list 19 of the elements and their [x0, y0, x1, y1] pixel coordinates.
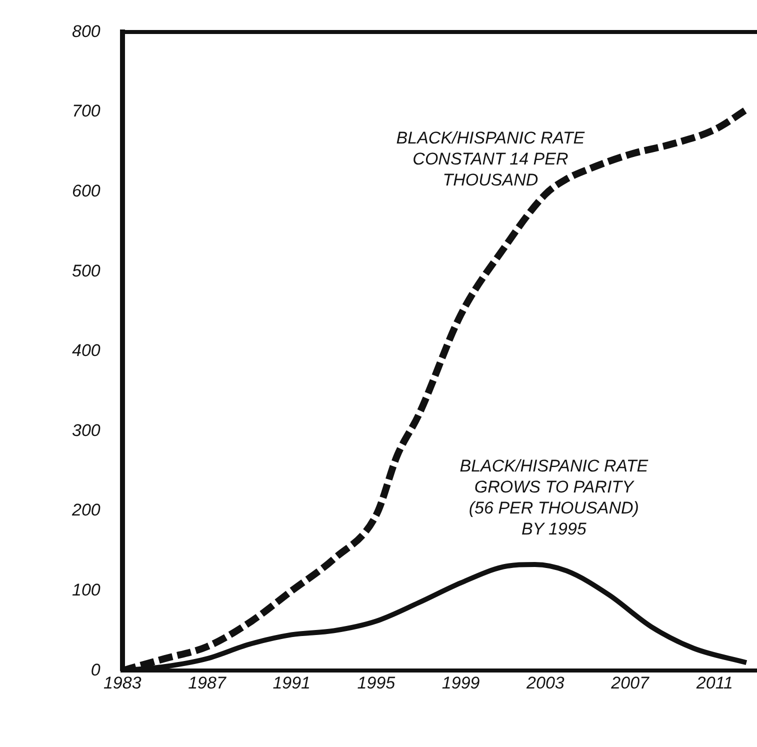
y-tick-label: 600 [72, 182, 101, 201]
x-tick-label: 2003 [526, 674, 565, 693]
x-tick-label: 1991 [272, 674, 311, 693]
y-tick-label: 700 [72, 102, 101, 121]
y-tick-label: 0 [90, 660, 101, 680]
y-tick-label: 100 [72, 580, 101, 600]
x-tick-label: 1983 [103, 674, 142, 693]
x-tick-label: 1999 [442, 674, 480, 693]
y-tick-label: 300 [72, 420, 101, 440]
y-tick-label: 800 [72, 22, 101, 41]
y-tick-label: 200 [70, 500, 101, 520]
annotation: BLACK/HISPANIC RATE GROWS TO PARITY (56 PER THOUSAND) BY 1995 [460, 456, 649, 538]
y-tick-label: 500 [72, 261, 101, 280]
x-tick-label: 1987 [188, 674, 226, 693]
x-tick-label: 1995 [357, 674, 396, 693]
y-tick-label: 400 [72, 341, 101, 360]
annotation: BLACK/HISPANIC RATE CONSTANT 14 PER THOUSAND [396, 128, 586, 190]
x-tick-label: 2007 [610, 674, 650, 693]
x-tick-label: 2011 [695, 674, 733, 693]
